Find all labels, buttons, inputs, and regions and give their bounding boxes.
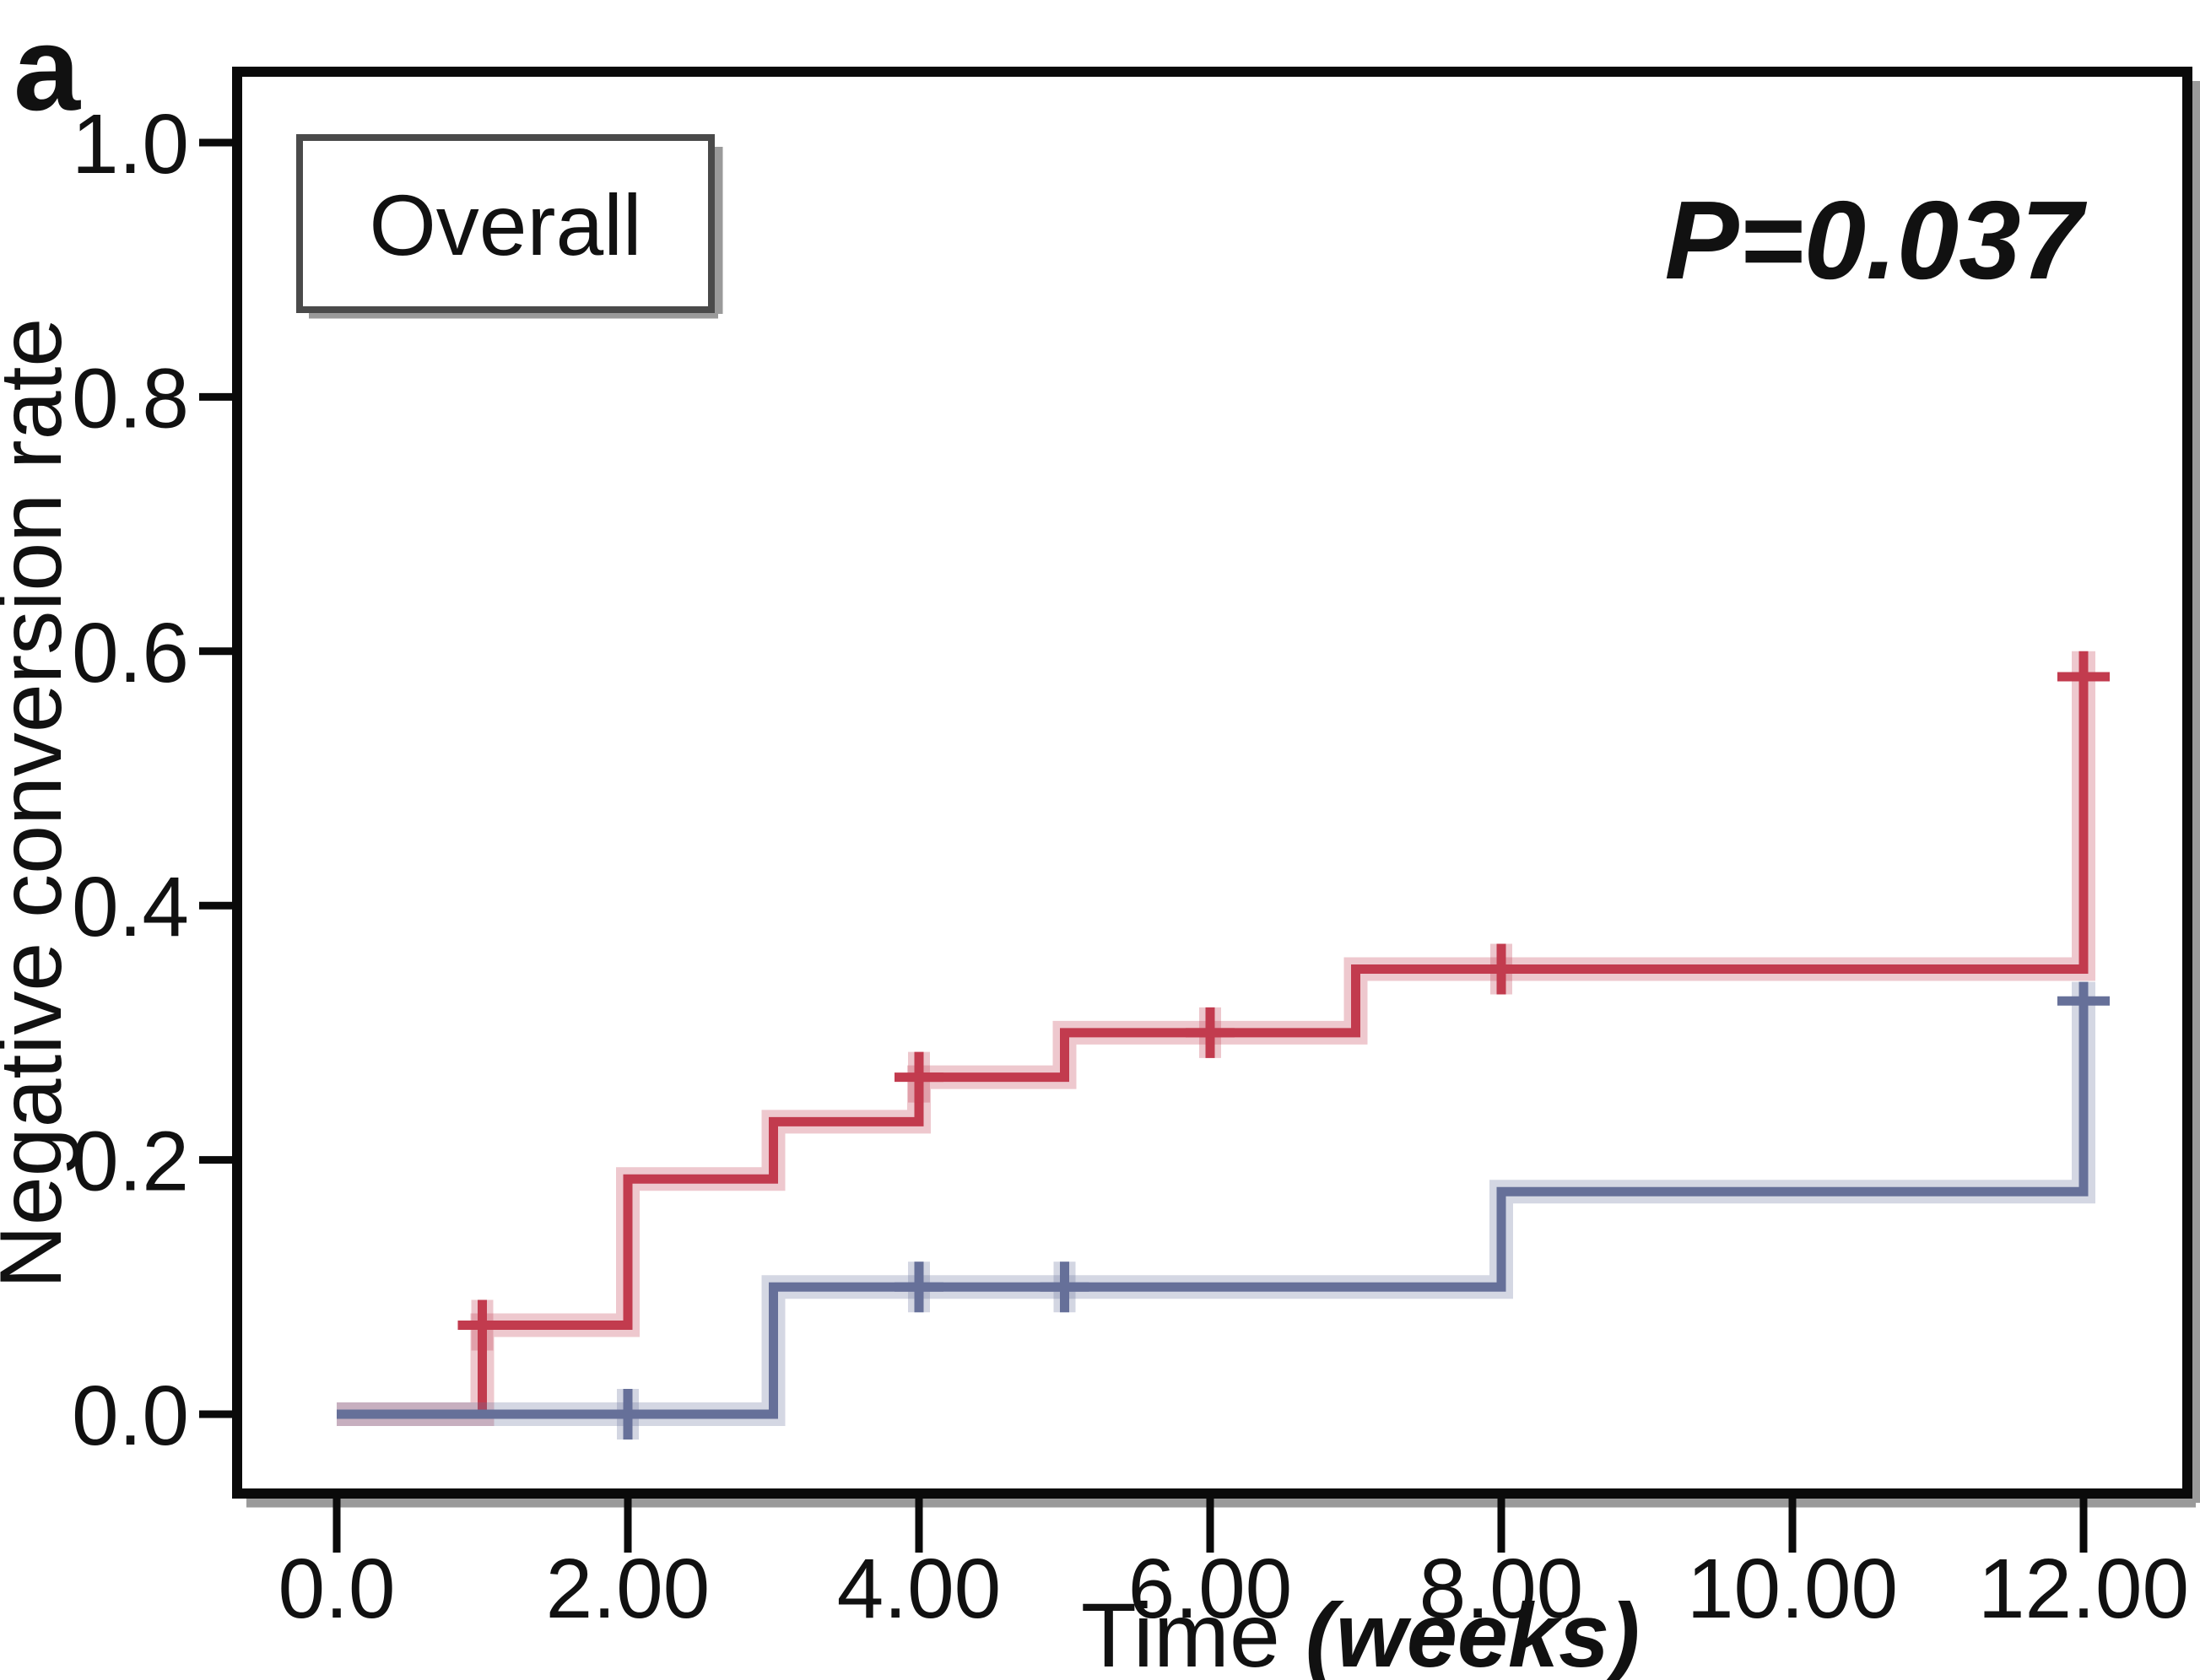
p-value-annotation: P=0.037 xyxy=(1665,178,2088,302)
survival-curves-layer xyxy=(337,651,2110,1440)
y-axis-title: Negative conversion rate xyxy=(0,318,80,1288)
survival-curve xyxy=(337,651,2089,1419)
x-tick-label: 10.00 xyxy=(1687,1542,1898,1636)
survival-curve xyxy=(337,981,2089,1419)
x-tick-label: 0.0 xyxy=(278,1542,395,1636)
x-tick-label: 8.00 xyxy=(1419,1542,1584,1636)
y-tick-label: 0.0 xyxy=(72,1369,189,1463)
y-tick-label: 0.6 xyxy=(72,606,189,700)
axis-ticks-layer: 0.0 2.00 4.00 6.00 8.00 10.00 12.00 0.0 0.2 0.4 0.… xyxy=(72,97,2189,1636)
series-upper-red-group xyxy=(337,651,2110,1426)
y-tick-label: 0.4 xyxy=(72,860,189,954)
x-axis-title-italic: (weeks) xyxy=(1305,1584,1640,1680)
series-lower-blue-group xyxy=(337,981,2110,1440)
legend-box: Overall xyxy=(296,134,723,319)
panel-label: a xyxy=(14,2,81,136)
y-tick-label: 0.2 xyxy=(72,1115,189,1209)
x-tick-label: 12.00 xyxy=(1978,1542,2189,1636)
x-tick-label: 6.00 xyxy=(1128,1542,1293,1636)
x-axis-title-normal: Time xyxy=(1081,1584,1305,1680)
plot-border xyxy=(232,67,2192,1499)
x-tick-label: 4.00 xyxy=(837,1542,1002,1636)
y-tick-label: 0.8 xyxy=(72,351,189,446)
legend-frame xyxy=(296,134,715,313)
x-axis-title: Time (weeks) xyxy=(1081,1584,1640,1680)
y-tick-label: 1.0 xyxy=(72,97,189,192)
x-tick-label: 2.00 xyxy=(546,1542,711,1636)
plot-frame-shadow xyxy=(246,81,2200,1508)
legend-label: Overall xyxy=(369,177,641,273)
